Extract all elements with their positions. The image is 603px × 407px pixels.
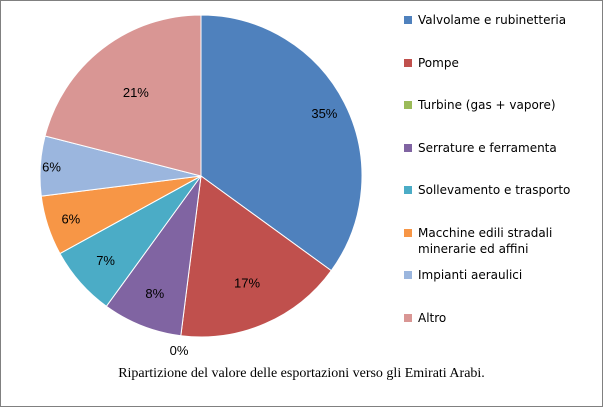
pie-slices (39, 14, 363, 338)
pie-slice (44, 14, 202, 177)
legend-item-valvolame: Valvolame e rubinetteria (404, 12, 599, 28)
legend-item-turbine: Turbine (gas + vapore) (404, 97, 599, 113)
legend-label: Altro (418, 311, 447, 325)
slice-data-label: 6% (42, 160, 61, 175)
legend-swatch (404, 271, 412, 279)
slice-data-label: 0% (170, 343, 189, 358)
legend-item-serrature: Serrature e ferramenta (404, 140, 599, 156)
slice-data-label: 35% (311, 106, 337, 121)
legend-swatch (404, 101, 412, 109)
slice-data-label: 8% (145, 286, 164, 301)
legend-swatch (404, 314, 412, 322)
pie-data-labels: 35% 17% 0% 8% 7% 6% 6% 21% (42, 85, 338, 358)
legend-item-macchine-edili: Macchine edili stradali minerarie ed aff… (404, 225, 599, 257)
slice-data-label: 21% (123, 85, 149, 100)
legend-label: Pompe (418, 56, 459, 70)
legend-label: Valvolame e rubinetteria (418, 13, 567, 27)
slice-data-label: 7% (96, 253, 115, 268)
chart-caption: Ripartizione del valore delle esportazio… (118, 366, 485, 381)
pie-slice (180, 175, 332, 338)
legend-item-pompe: Pompe (404, 55, 599, 71)
legend-label: Serrature e ferramenta (418, 141, 557, 155)
pie-slice (200, 14, 363, 272)
slice-data-label: 6% (61, 211, 80, 226)
legend-label: Turbine (gas + vapore) (418, 98, 556, 112)
legend-item-sollevamento: Sollevamento e trasporto (404, 182, 599, 198)
legend-label: Macchine edili stradali (418, 226, 553, 240)
legend-swatch (404, 229, 412, 237)
legend-label-line2: minerarie ed affini (418, 242, 529, 256)
legend-label: Sollevamento e trasporto (418, 183, 571, 197)
legend-item-altro: Altro (404, 310, 599, 326)
legend-swatch (404, 16, 412, 24)
legend-swatch (404, 186, 412, 194)
legend-swatch (404, 59, 412, 67)
legend-item-impianti: Impianti aeraulici (404, 267, 599, 283)
legend-swatch (404, 144, 412, 152)
legend-label: Impianti aeraulici (418, 268, 523, 282)
slice-data-label: 17% (234, 275, 260, 290)
